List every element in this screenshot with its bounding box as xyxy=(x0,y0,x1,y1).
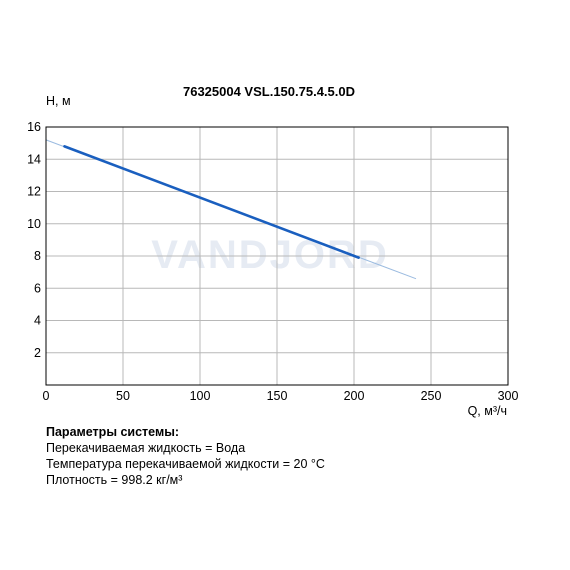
x-tick-label: 250 xyxy=(421,389,442,403)
plot-frame xyxy=(45,126,509,386)
y-tick-label: 10 xyxy=(27,217,41,231)
chart-title: 76325004 VSL.150.75.4.5.0D xyxy=(183,84,355,99)
param-density: Плотность = 998.2 кг/м³ xyxy=(46,473,183,487)
y-tick-label: 6 xyxy=(34,281,41,295)
y-tick-label: 14 xyxy=(27,152,41,166)
x-tick-label: 100 xyxy=(190,389,211,403)
watermark-logo: VANDJORD xyxy=(151,233,389,277)
working-range-line xyxy=(63,145,360,259)
y-tick-label: 4 xyxy=(34,314,41,328)
series-layer xyxy=(45,139,417,280)
x-tick-label: 300 xyxy=(498,389,519,403)
y-tick-label: 16 xyxy=(27,120,41,134)
pump-curve-chart: VANDJORD 76325004 VSL.150.75.4.5.0D H, м… xyxy=(27,84,518,418)
y-axis-label: H, м xyxy=(46,94,71,108)
x-tick-label: 200 xyxy=(344,389,365,403)
param-liquid: Перекачиваемая жидкость = Вода xyxy=(46,441,246,455)
y-tick-label: 12 xyxy=(27,185,41,199)
system-parameters-title: Параметры системы: xyxy=(46,425,180,439)
y-tick-label: 2 xyxy=(34,346,41,360)
tick-labels: 0 50 100 150 200 250 300 2 4 6 8 10 12 14 16 xyxy=(27,120,518,403)
y-tick-label: 8 xyxy=(34,249,41,263)
x-axis-label: Q, м³/ч xyxy=(468,404,507,418)
param-temperature: Температура перекачиваемой жидкости = 20… xyxy=(46,457,325,471)
x-tick-label: 0 xyxy=(43,389,50,403)
x-tick-label: 150 xyxy=(267,389,288,403)
system-parameters: Параметры системы: Перекачиваемая жидкос… xyxy=(46,424,325,488)
x-tick-label: 50 xyxy=(116,389,130,403)
